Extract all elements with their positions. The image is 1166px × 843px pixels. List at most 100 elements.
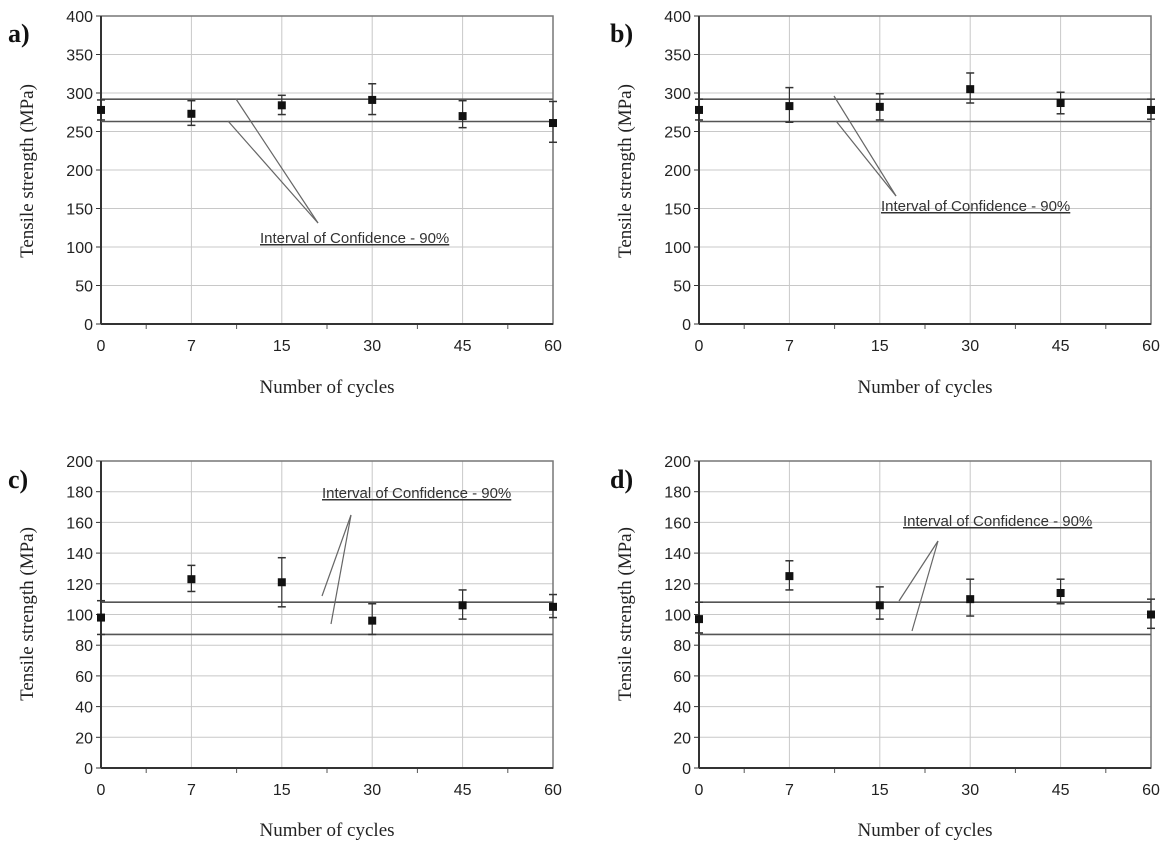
annotation-leader: [321, 514, 352, 597]
x-tick-label: 30: [363, 338, 381, 355]
x-tick-label: 7: [187, 782, 196, 799]
x-tick-label: 45: [454, 782, 472, 799]
data-point: [785, 102, 794, 111]
y-tick-label: 100: [664, 608, 691, 625]
x-tick-label: 60: [544, 782, 562, 799]
data-point: [458, 601, 467, 610]
annotation-leader: [330, 514, 352, 625]
x-tick-label: 15: [273, 338, 291, 355]
data-point: [1056, 99, 1065, 108]
data-point: [368, 95, 377, 104]
y-tick-label: 150: [664, 202, 691, 219]
data-point: [97, 613, 105, 622]
data-point: [875, 102, 884, 111]
panel-label: c): [8, 465, 28, 494]
x-tick-label: 45: [1052, 338, 1070, 355]
y-tick-label: 0: [84, 761, 93, 778]
y-tick-label: 120: [664, 577, 691, 594]
x-tick-label: 7: [785, 782, 794, 799]
x-tick-label: 30: [961, 782, 979, 799]
x-axis-label: Number of cycles: [857, 820, 992, 841]
y-tick-label: 350: [664, 48, 691, 65]
y-tick-label: 120: [66, 577, 93, 594]
y-tick-label: 50: [673, 279, 691, 296]
data-point: [695, 615, 703, 624]
x-axis-label: Number of cycles: [259, 820, 394, 841]
data-point: [966, 595, 975, 604]
y-tick-label: 50: [75, 279, 93, 296]
x-axis-label: Number of cycles: [259, 377, 394, 398]
data-point: [549, 119, 557, 128]
y-tick-label: 250: [66, 125, 93, 142]
y-tick-label: 40: [673, 700, 691, 717]
x-axis-label: Number of cycles: [857, 377, 992, 398]
y-tick-label: 160: [66, 515, 93, 532]
x-tick-label: 0: [97, 338, 106, 355]
y-tick-label: 300: [664, 86, 691, 103]
y-tick-label: 40: [75, 700, 93, 717]
y-axis-label: Tensile strength (MPa): [17, 527, 38, 701]
data-point: [966, 85, 975, 94]
y-tick-label: 140: [664, 546, 691, 563]
y-tick-label: 60: [673, 669, 691, 686]
annotation-leader: [911, 540, 939, 632]
y-tick-label: 80: [75, 638, 93, 655]
chart-panel-c: c) 0 20 40 60 80 100 120 140 160 180 200 0 7 15 30 45 60 I…: [8, 454, 562, 841]
y-tick-label: 200: [664, 454, 691, 471]
confidence-annotation: Interval of Confidence - 90%: [881, 198, 1070, 215]
y-tick-label: 100: [66, 240, 93, 257]
y-tick-label: 400: [66, 9, 93, 26]
annotation-leader: [235, 98, 319, 224]
annotation-leader: [833, 95, 897, 197]
y-tick-label: 250: [664, 125, 691, 142]
annotation-leader: [898, 540, 939, 602]
chart-panel-d: d) 0 20 40 60 80 100 120 140 160 180 200 0 7 15 30 45 60 I…: [610, 454, 1160, 841]
y-tick-label: 200: [664, 163, 691, 180]
y-tick-label: 80: [673, 638, 691, 655]
y-tick-label: 100: [66, 608, 93, 625]
x-tick-label: 0: [695, 782, 704, 799]
x-tick-label: 45: [454, 338, 472, 355]
y-tick-label: 20: [673, 730, 691, 747]
x-tick-label: 60: [544, 338, 562, 355]
x-tick-label: 0: [695, 338, 704, 355]
data-point: [458, 112, 467, 121]
data-point: [187, 109, 196, 118]
y-tick-label: 160: [664, 515, 691, 532]
y-tick-label: 0: [84, 317, 93, 334]
y-tick-label: 200: [66, 454, 93, 471]
y-tick-label: 150: [66, 202, 93, 219]
data-point: [277, 101, 286, 110]
confidence-annotation: Interval of Confidence - 90%: [322, 485, 511, 502]
annotation-leader: [835, 120, 897, 197]
panel-label: d): [610, 465, 633, 494]
x-tick-label: 15: [871, 782, 889, 799]
chart-panel-a: a) 0 50 100 150 200 250 300 350 400 0 7 15 30 45 60 Inte…: [8, 9, 562, 398]
y-tick-label: 350: [66, 48, 93, 65]
confidence-annotation: Interval of Confidence - 90%: [260, 230, 449, 247]
y-axis-label: Tensile strength (MPa): [615, 527, 636, 701]
x-tick-label: 7: [187, 338, 196, 355]
y-tick-label: 300: [66, 86, 93, 103]
x-tick-label: 30: [363, 782, 381, 799]
chart-panel-b: b) 0 50 100 150 200 250 300 350 400 0 7 15 30 45 60 Inte…: [610, 9, 1160, 398]
panel-label: a): [8, 19, 30, 48]
data-point: [1056, 589, 1065, 598]
data-point: [97, 105, 105, 114]
y-tick-label: 400: [664, 9, 691, 26]
x-tick-label: 15: [273, 782, 291, 799]
data-point: [277, 578, 286, 587]
x-tick-label: 30: [961, 338, 979, 355]
x-tick-label: 0: [97, 782, 106, 799]
y-axis-label: Tensile strength (MPa): [17, 84, 38, 258]
y-tick-label: 140: [66, 546, 93, 563]
x-tick-label: 60: [1142, 338, 1160, 355]
y-tick-label: 200: [66, 163, 93, 180]
y-tick-label: 0: [682, 317, 691, 334]
data-point: [368, 616, 377, 625]
x-tick-label: 15: [871, 338, 889, 355]
data-point: [549, 602, 557, 611]
data-point: [1147, 610, 1155, 619]
x-tick-label: 7: [785, 338, 794, 355]
